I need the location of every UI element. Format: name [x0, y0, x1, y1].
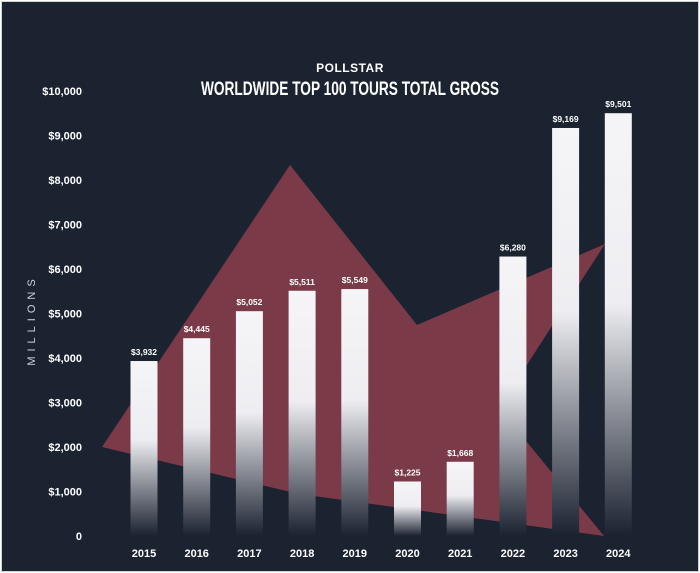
y-tick-label: $5,000: [48, 309, 82, 321]
x-tick-label-2022: 2022: [501, 548, 525, 560]
bars: [130, 113, 632, 537]
bar-2022: [499, 256, 527, 536]
value-labels: $3,932 $4,445 $5,052 $5,511 $5,549 $1,225 $1,6…: [131, 99, 632, 477]
y-tick-label: $8,000: [48, 175, 82, 187]
y-tick-label: $1,000: [48, 487, 82, 499]
y-tick-label: $9,000: [48, 131, 82, 143]
x-tick-label-2024: 2024: [606, 548, 631, 560]
y-axis-label: MILLIONS: [26, 274, 38, 365]
y-tick-label: $6,000: [48, 264, 82, 276]
x-tick-label-2016: 2016: [184, 548, 208, 560]
value-label-2020: $1,225: [395, 467, 421, 477]
value-label-2017: $5,052: [236, 297, 262, 307]
bar-2018: [288, 290, 316, 536]
bar-2015: [130, 361, 158, 536]
value-label-2021: $1,668: [447, 448, 473, 458]
y-tick-label: $3,000: [48, 398, 82, 410]
bar-2021: [446, 461, 474, 536]
y-tick-label: 0: [76, 531, 82, 543]
chart-title: WORLDWIDE TOP 100 TOURS TOTAL GROSS: [201, 79, 499, 100]
bar-2016: [183, 338, 211, 536]
x-tick-label-2020: 2020: [395, 548, 419, 560]
brand-label: POLLSTAR: [316, 61, 384, 75]
x-tick-label-2019: 2019: [343, 548, 367, 560]
y-tick-label: $7,000: [48, 220, 82, 232]
value-label-2016: $4,445: [184, 324, 210, 334]
bar-2017: [235, 311, 263, 536]
y-tick-label: $10,000: [42, 86, 82, 98]
bar-2023: [552, 127, 580, 537]
y-axis-ticks: 0 $1,000 $2,000 $3,000 $4,000 $5,000 $6,000 $7,…: [42, 86, 82, 543]
x-tick-label-2018: 2018: [290, 548, 314, 560]
value-label-2024: $9,501: [605, 99, 631, 109]
value-label-2015: $3,932: [131, 347, 157, 357]
bar-2024: [604, 113, 632, 536]
x-tick-label-2017: 2017: [237, 548, 261, 560]
x-tick-label-2015: 2015: [132, 548, 156, 560]
bar-2020: [394, 481, 421, 536]
bar-2019: [341, 289, 369, 536]
value-label-2022: $6,280: [500, 243, 526, 253]
value-label-2019: $5,549: [342, 275, 368, 285]
value-label-2023: $9,169: [553, 114, 579, 124]
y-tick-label: $4,000: [48, 353, 82, 365]
y-tick-label: $2,000: [48, 442, 82, 454]
x-axis-ticks: 2015 2016 2017 2018 2019 2020 2021 2022 2023 2024: [132, 548, 632, 560]
x-tick-label-2023: 2023: [553, 548, 577, 560]
value-label-2018: $5,511: [289, 277, 315, 287]
x-tick-label-2021: 2021: [448, 548, 472, 560]
